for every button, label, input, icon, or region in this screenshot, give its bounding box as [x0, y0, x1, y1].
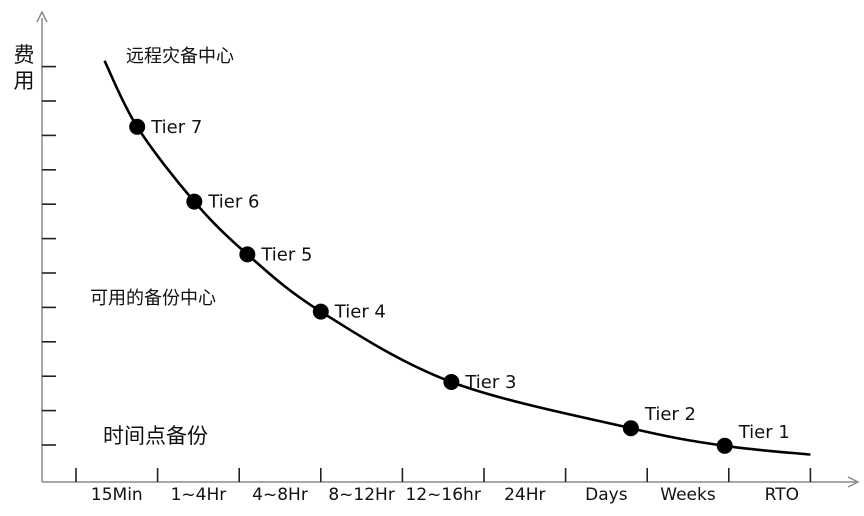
tier-label: Tier 3: [464, 372, 516, 393]
x-tick-label: 4~8Hr: [252, 485, 308, 505]
x-tick-label: 24Hr: [504, 485, 545, 505]
x-tick-label: 1~4Hr: [171, 485, 227, 505]
tier-point: [239, 246, 256, 263]
tier-point: [716, 437, 733, 454]
annotation-remote-dr-center: 远程灾备中心: [126, 46, 234, 67]
tier-point: [312, 303, 329, 320]
annotation-backup-center: 可用的备份中心: [90, 288, 216, 309]
tier-point: [129, 118, 146, 135]
tier-label: Tier 4: [334, 302, 386, 323]
tier-label: Tier 5: [260, 244, 312, 265]
tier-label: Tier 7: [150, 117, 202, 138]
annotation-point-in-time-backup: 时间点备份: [103, 424, 208, 448]
tier-label: Tier 2: [644, 404, 696, 425]
tier-label: Tier 1: [738, 422, 790, 443]
tier-point: [443, 374, 460, 390]
y-axis-arrow: [36, 10, 48, 23]
cost-curve: [103, 60, 811, 456]
tier-point: [186, 193, 203, 210]
x-axis-arrow: [847, 476, 860, 488]
x-tick-label: 12~16hr: [406, 485, 481, 505]
x-tick-label: Weeks: [660, 485, 716, 505]
tier-point: [622, 420, 639, 437]
x-tick-label: 15Min: [91, 485, 143, 505]
x-tick-label: 8~12Hr: [328, 485, 394, 505]
x-axis-label: RTO: [765, 485, 799, 505]
x-tick-label: Days: [585, 485, 628, 505]
tier-label: Tier 6: [207, 192, 259, 213]
y-axis-label: 费用: [13, 43, 35, 93]
